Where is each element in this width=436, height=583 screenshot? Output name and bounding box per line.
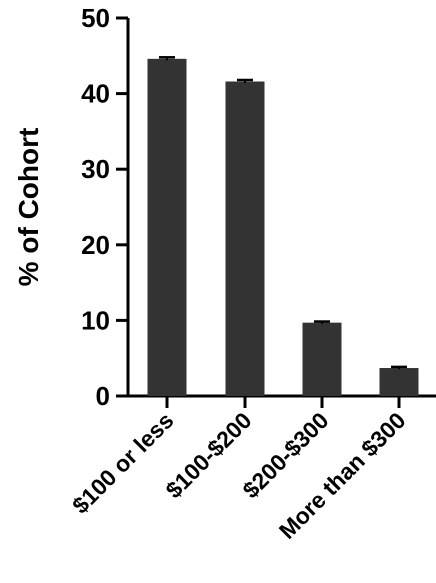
y-axis: 0 10 20 30 40 50 <box>81 3 130 411</box>
bars <box>147 56 419 396</box>
x-axis <box>126 394 436 408</box>
y-tick-label: 0 <box>96 381 110 411</box>
bar <box>379 368 419 396</box>
y-tick-label: 50 <box>81 3 110 33</box>
y-tick-label: 20 <box>81 230 110 260</box>
y-tick-label: 10 <box>81 305 110 335</box>
y-tick-label: 40 <box>81 79 110 109</box>
x-category-label: $100 or less <box>67 407 179 519</box>
y-axis-title: % of Cohort <box>13 128 44 287</box>
bar <box>302 322 342 396</box>
bar <box>147 58 187 396</box>
y-tick-label: 30 <box>81 154 110 184</box>
bar <box>225 81 265 396</box>
